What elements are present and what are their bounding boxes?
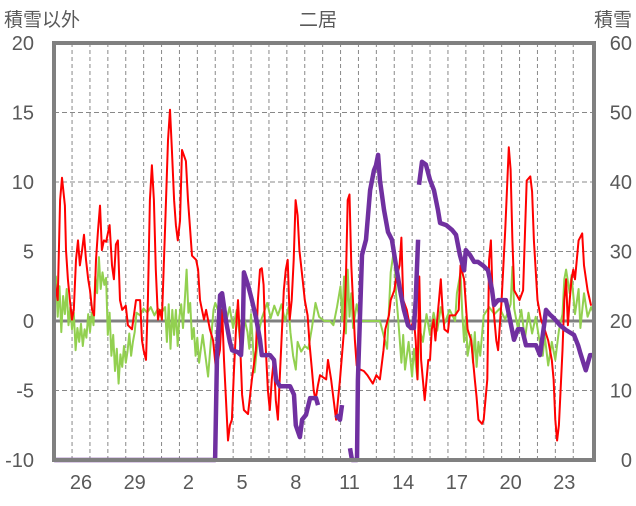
x-tick-label: 5 [237, 472, 248, 494]
right-axis-title: 積雪 [594, 9, 632, 31]
x-tick-label: 29 [124, 472, 146, 494]
right-y-tick-label: 50 [610, 103, 632, 125]
purple-series-line [54, 270, 321, 463]
x-tick-label: 2 [183, 472, 194, 494]
left-y-tick-label: 0 [23, 311, 34, 333]
series-lines [53, 108, 595, 463]
purple-series-line [347, 152, 421, 463]
plot-area-border [52, 41, 596, 462]
right-y-tick-label: 20 [610, 311, 632, 333]
right-y-tick-label: 30 [610, 242, 632, 264]
left-y-tick-label: -5 [16, 381, 34, 403]
left-y-tick-label: 5 [23, 242, 34, 264]
right-y-tick-label: 10 [610, 381, 632, 403]
x-tick-label: 11 [339, 472, 360, 494]
x-tick-label: 14 [392, 472, 414, 494]
x-tick-label: 20 [499, 472, 521, 494]
x-tick-label: 17 [446, 472, 468, 494]
left-y-tick-label: 15 [12, 103, 34, 125]
purple-series-line [416, 159, 594, 373]
green-series-line [53, 246, 595, 385]
x-tick-label: 23 [553, 472, 575, 494]
right-y-tick-label: 60 [610, 33, 632, 55]
left-y-tick-label: -10 [5, 450, 34, 472]
purple-series-line [334, 404, 345, 422]
right-y-tick-label: 0 [621, 450, 632, 472]
chart-title: 二居 [299, 10, 337, 31]
x-tick-label: 8 [290, 472, 301, 494]
left-axis-title: 積雪以外 [4, 9, 80, 31]
right-y-tick-label: 40 [610, 172, 632, 194]
left-y-tick-label: 20 [12, 33, 34, 55]
left-y-tick-label: 10 [12, 172, 34, 194]
x-tick-label: 26 [70, 472, 92, 494]
